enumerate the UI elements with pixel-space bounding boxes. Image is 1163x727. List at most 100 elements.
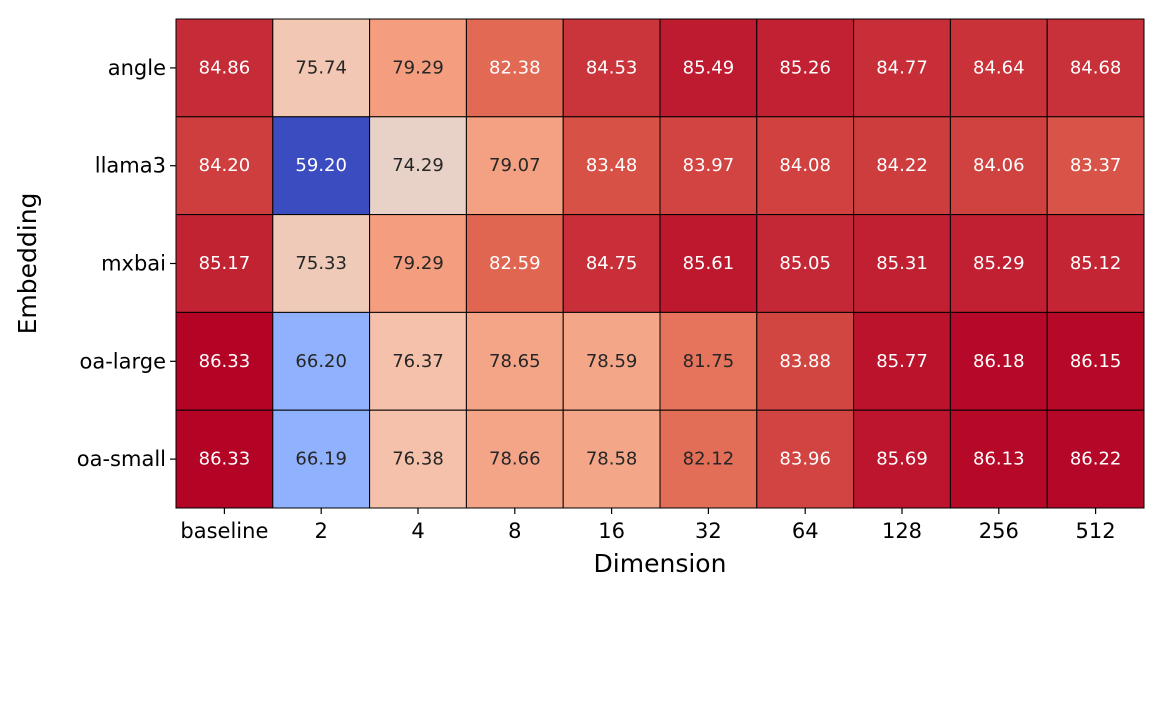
- heatmap-cell: [562, 214, 661, 313]
- cell-value-label: 84.86: [199, 57, 251, 78]
- y-axis-ticks: angle llama3 mxbai oa-large oa-small: [77, 56, 176, 471]
- heatmap-cell: [1046, 214, 1145, 313]
- heatmap-cell: [175, 18, 274, 118]
- x-tick-label: 32: [695, 519, 722, 543]
- heatmap-cell: [369, 18, 467, 118]
- cell-value-label: 75.74: [295, 57, 347, 78]
- heatmap-cell: [272, 409, 371, 509]
- y-tick-label: mxbai: [101, 252, 166, 276]
- heatmap-cell: [756, 311, 855, 411]
- cell-value-label: 78.66: [489, 449, 541, 470]
- heatmap-cell: [949, 311, 1048, 411]
- x-tick-label: 128: [882, 519, 922, 543]
- heatmap-cell: [853, 18, 951, 118]
- cell-value-label: 66.19: [295, 449, 347, 470]
- x-tick-label: 512: [1076, 519, 1116, 543]
- cell-value-label: 82.38: [489, 57, 541, 78]
- cell-value-label: 81.75: [683, 351, 735, 372]
- cell-value-label: 86.22: [1070, 449, 1122, 470]
- cell-value-label: 82.12: [683, 449, 735, 470]
- x-tick-label: 8: [508, 519, 521, 543]
- heatmap-cell: [659, 116, 758, 216]
- cell-value-label: 84.68: [1070, 57, 1122, 78]
- x-axis-ticks: baseline 2 4 8 16 32 64 128 256 512: [180, 508, 1116, 543]
- heatmap-cell: [659, 409, 758, 509]
- cell-value-label: 83.37: [1070, 155, 1122, 176]
- cell-value-label: 76.38: [392, 449, 444, 470]
- x-tick-label: 64: [792, 519, 819, 543]
- cell-value-label: 85.61: [683, 253, 735, 274]
- cell-value-label: 85.77: [876, 351, 928, 372]
- heatmap-cell: [853, 409, 951, 509]
- cell-value-label: 84.53: [586, 57, 638, 78]
- heatmap-cells: 84.86 75.74 79.29 82.38 84.53 85.49 85.26 84.77…: [175, 18, 1145, 509]
- cell-value-label: 84.64: [973, 57, 1025, 78]
- heatmap-cell: [949, 409, 1048, 509]
- cell-value-label: 78.65: [489, 351, 541, 372]
- cell-value-label: 78.59: [586, 351, 638, 372]
- cell-value-label: 86.13: [973, 449, 1025, 470]
- cell-value-label: 84.20: [199, 155, 251, 176]
- heatmap-cell: [272, 116, 371, 216]
- y-tick-label: angle: [108, 56, 166, 80]
- x-tick-label: 16: [598, 519, 625, 543]
- cell-value-label: 74.29: [392, 155, 444, 176]
- cell-value-label: 86.33: [199, 351, 251, 372]
- heatmap-cell: [756, 409, 855, 509]
- heatmap-cell: [562, 409, 661, 509]
- cell-value-label: 84.75: [586, 253, 638, 274]
- y-tick-label: llama3: [95, 154, 166, 178]
- heatmap-cell: [1046, 116, 1145, 216]
- cell-value-label: 78.58: [586, 449, 638, 470]
- cell-value-label: 84.06: [973, 155, 1025, 176]
- cell-value-label: 75.33: [295, 253, 347, 274]
- heatmap-cell: [659, 18, 758, 118]
- cell-value-label: 79.29: [392, 57, 444, 78]
- cell-value-label: 79.07: [489, 155, 541, 176]
- cell-value-label: 85.49: [683, 57, 735, 78]
- x-tick-label: baseline: [180, 519, 268, 543]
- cell-value-label: 66.20: [295, 351, 347, 372]
- y-tick-label: oa-small: [77, 447, 166, 471]
- cell-value-label: 84.77: [876, 57, 928, 78]
- cell-value-label: 83.88: [779, 351, 831, 372]
- heatmap-cell: [465, 18, 564, 118]
- x-tick-label: 2: [315, 519, 328, 543]
- cell-value-label: 85.05: [779, 253, 831, 274]
- heatmap-cell: [756, 116, 855, 216]
- heatmap-cell: [272, 18, 371, 118]
- heatmap-cell: [853, 116, 951, 216]
- cell-value-label: 85.31: [876, 253, 928, 274]
- x-axis-title: Dimension: [594, 549, 727, 578]
- x-tick-label: 4: [411, 519, 424, 543]
- cell-value-label: 83.96: [779, 449, 831, 470]
- heatmap-cell: [175, 311, 274, 411]
- heatmap-cell: [465, 116, 564, 216]
- heatmap-cell: [756, 214, 855, 313]
- cell-value-label: 82.59: [489, 253, 541, 274]
- heatmap-cell: [562, 311, 661, 411]
- cell-value-label: 84.22: [876, 155, 928, 176]
- heatmap-cell: [949, 116, 1048, 216]
- cell-value-label: 86.33: [199, 449, 251, 470]
- heatmap-cell: [175, 214, 274, 313]
- cell-value-label: 83.97: [683, 155, 735, 176]
- heatmap-cell: [562, 116, 661, 216]
- cell-value-label: 85.29: [973, 253, 1025, 274]
- heatmap-cell: [369, 214, 467, 313]
- heatmap-cell: [1046, 18, 1145, 118]
- cell-value-label: 86.18: [973, 351, 1025, 372]
- cell-value-label: 86.15: [1070, 351, 1122, 372]
- heatmap-cell: [369, 116, 467, 216]
- cell-value-label: 76.37: [392, 351, 444, 372]
- x-tick-label: 256: [979, 519, 1019, 543]
- heatmap-cell: [659, 311, 758, 411]
- cell-value-label: 85.26: [779, 57, 831, 78]
- cell-value-label: 79.29: [392, 253, 444, 274]
- y-axis-title: Embedding: [13, 193, 42, 335]
- cell-value-label: 83.48: [586, 155, 638, 176]
- cell-value-label: 85.12: [1070, 253, 1122, 274]
- heatmap-cell: [562, 18, 661, 118]
- heatmap-cell: [949, 214, 1048, 313]
